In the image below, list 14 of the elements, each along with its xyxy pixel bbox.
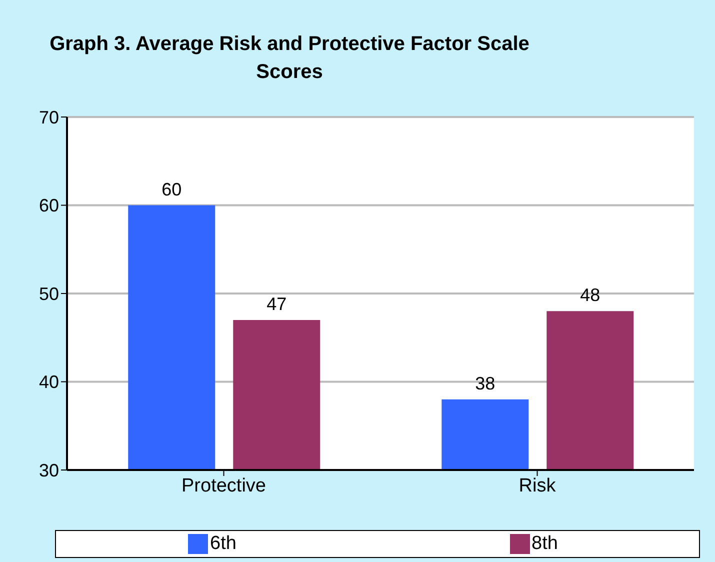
y-tick-label: 40 [38, 372, 59, 392]
y-tick-label: 50 [38, 284, 59, 304]
x-tick-label: Risk [518, 475, 556, 496]
chart-title: Graph 3. Average Risk and Protective Factor Scale Scores [48, 32, 530, 85]
y-tick-label: 30 [38, 460, 59, 480]
legend-label: 6th [210, 533, 236, 555]
y-tick-label: 60 [38, 196, 59, 216]
data-label: 48 [580, 285, 600, 306]
data-label: 60 [162, 179, 182, 200]
data-label: 38 [475, 373, 496, 394]
data-label: 47 [266, 294, 287, 314]
x-tick-label: Protective [182, 475, 266, 496]
y-tick-label: 70 [38, 107, 59, 128]
legend-label: 8th [532, 533, 558, 555]
